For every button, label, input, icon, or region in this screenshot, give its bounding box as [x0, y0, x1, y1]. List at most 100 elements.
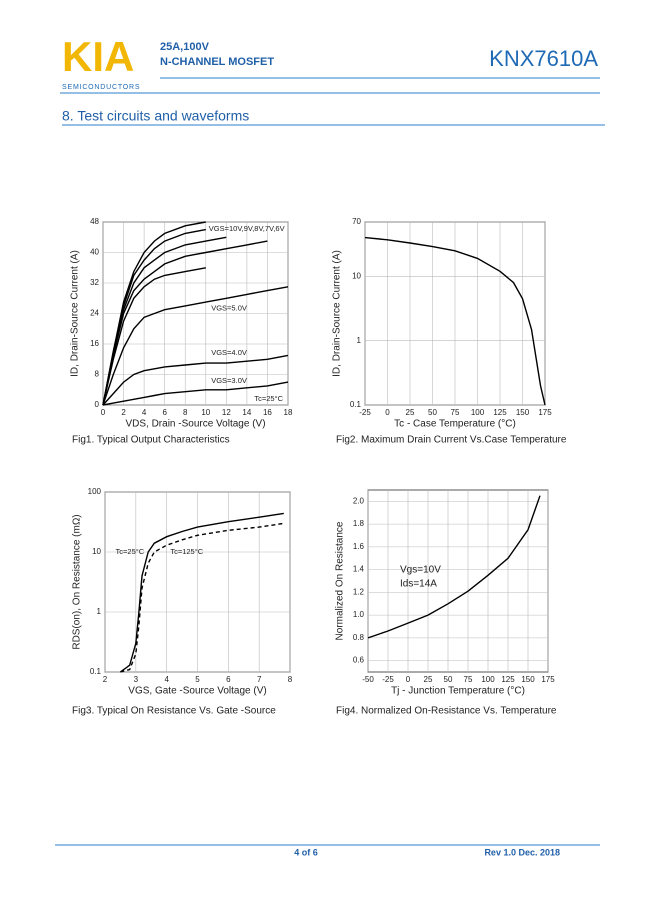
figure-caption: Fig3. Typical On Resistance Vs. Gate -So… [72, 706, 276, 717]
rating: 25A,100V [160, 41, 210, 53]
x-axis-label: Tc - Case Temperature (°C) [394, 419, 516, 430]
x-tick-label: 50 [444, 675, 453, 684]
y-tick-label: 10 [92, 547, 101, 556]
x-tick-label: 75 [464, 675, 473, 684]
figure-caption: Fig4. Normalized On-Resistance Vs. Tempe… [336, 706, 557, 717]
curve-label: VGS=4.0V [211, 348, 247, 357]
x-tick-label: 4 [164, 675, 169, 684]
y-tick-label: 0.1 [350, 400, 362, 409]
x-tick-label: 100 [481, 675, 495, 684]
y-tick-label: 1 [97, 607, 102, 616]
curve [102, 228, 206, 406]
y-tick-label: 0 [95, 400, 100, 409]
y-tick-label: 2.0 [353, 496, 365, 505]
revision: Rev 1.0 Dec. 2018 [484, 847, 560, 857]
y-tick-label: 48 [90, 217, 99, 226]
y-tick-label: 8 [95, 370, 100, 379]
y-tick-label: 32 [90, 278, 99, 287]
curve [364, 236, 546, 406]
x-tick-label: 2 [103, 675, 108, 684]
annotation: Vgs=10V [400, 565, 441, 576]
curve-label: Tc=25°C [116, 547, 145, 556]
x-tick-label: 150 [516, 408, 530, 417]
annotation: Ids=14A [400, 579, 437, 590]
y-tick-label: 0.6 [353, 656, 365, 665]
curve [102, 381, 289, 406]
page-number: 4 of 6 [294, 847, 318, 857]
x-tick-label: 18 [284, 408, 293, 417]
y-tick-label: 1.8 [353, 519, 365, 528]
y-tick-label: 10 [352, 271, 361, 280]
curve [102, 267, 206, 406]
curve [102, 354, 289, 406]
x-tick-label: 6 [162, 408, 167, 417]
curve [102, 240, 268, 406]
x-tick-label: 150 [521, 675, 535, 684]
y-tick-label: 16 [90, 339, 99, 348]
x-tick-label: -25 [359, 408, 371, 417]
x-tick-label: 25 [424, 675, 433, 684]
annotation: Tc=25°C [254, 394, 283, 403]
curve-label: VGS=5.0V [211, 303, 247, 312]
x-tick-label: 175 [538, 408, 552, 417]
y-tick-label: 1.0 [353, 610, 365, 619]
x-axis-label: VGS, Gate -Source Voltage (V) [128, 686, 266, 697]
curve-label: VGS=3.0V [211, 376, 247, 385]
x-axis-label: VDS, Drain -Source Voltage (V) [125, 419, 265, 430]
x-tick-label: 50 [428, 408, 437, 417]
x-tick-label: 8 [183, 408, 188, 417]
y-tick-label: 1.2 [353, 587, 365, 596]
x-tick-label: 125 [501, 675, 515, 684]
x-tick-label: 0 [101, 408, 106, 417]
part-number: KNX7610A [489, 46, 598, 71]
y-tick-label: 70 [352, 217, 361, 226]
y-tick-label: 1.4 [353, 565, 365, 574]
x-tick-label: 175 [541, 675, 555, 684]
x-tick-label: 7 [257, 675, 262, 684]
y-axis-label: ID, Drain-Source Current (A) [70, 250, 81, 377]
x-tick-label: 14 [242, 408, 251, 417]
x-tick-label: 12 [222, 408, 231, 417]
y-axis-label: ID, Drain-Source Current (A) [332, 250, 343, 377]
device-type: N-CHANNEL MOSFET [160, 56, 274, 68]
x-tick-label: 0 [385, 408, 390, 417]
x-tick-label: 2 [121, 408, 126, 417]
plot-frame [367, 489, 549, 673]
x-tick-label: 125 [493, 408, 507, 417]
curve [102, 286, 289, 406]
y-tick-label: 100 [88, 487, 102, 496]
y-axis-label: Normalized On Resistance [335, 521, 346, 640]
y-tick-label: 1 [357, 336, 362, 345]
curve-label: VGS=10V,9V,8V,7V,6V [209, 224, 285, 233]
x-tick-label: 0 [406, 675, 411, 684]
section-title: 8. Test circuits and waveforms [62, 108, 249, 124]
x-tick-label: 4 [142, 408, 147, 417]
y-tick-label: 24 [90, 309, 99, 318]
logo: KIA [62, 33, 134, 80]
figure-caption: Fig2. Maximum Drain Current Vs.Case Temp… [336, 435, 567, 446]
curve-label: Tc=125°C [170, 547, 203, 556]
x-axis-label: Tj - Junction Temperature (°C) [391, 686, 525, 697]
x-tick-label: 8 [288, 675, 293, 684]
y-axis-label: RDS(on), On Resistance (mΩ) [72, 514, 83, 649]
x-tick-label: 25 [406, 408, 415, 417]
y-tick-label: 40 [90, 248, 99, 257]
x-tick-label: 6 [226, 675, 231, 684]
figure-caption: Fig1. Typical Output Characteristics [72, 435, 230, 446]
y-tick-label: 0.8 [353, 633, 365, 642]
logo-subtitle: SEMICONDUCTORS [62, 84, 140, 91]
x-tick-label: 100 [471, 408, 485, 417]
curve [119, 512, 284, 673]
x-tick-label: -25 [382, 675, 394, 684]
x-tick-label: 3 [134, 675, 139, 684]
x-tick-label: 5 [195, 675, 200, 684]
y-tick-label: 1.6 [353, 542, 365, 551]
x-tick-label: 16 [263, 408, 272, 417]
y-tick-label: 0.1 [90, 667, 102, 676]
x-tick-label: -50 [362, 675, 374, 684]
curve [367, 495, 541, 639]
x-tick-label: 10 [201, 408, 210, 417]
x-tick-label: 75 [451, 408, 460, 417]
